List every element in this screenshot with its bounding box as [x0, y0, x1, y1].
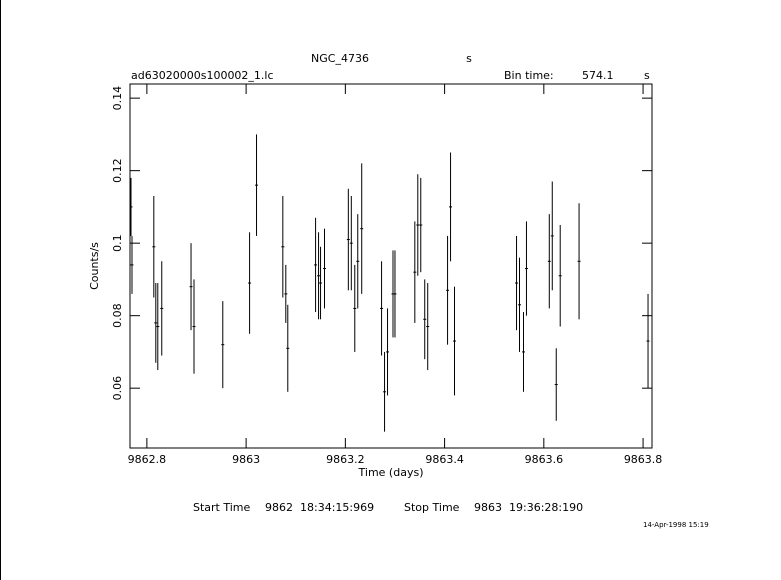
x-axis-label: Time (days) [358, 466, 424, 479]
y-tick-label: 0.1 [111, 234, 124, 252]
y-tick-label: 0.06 [111, 376, 124, 401]
y-tick-label: 0.12 [111, 158, 124, 183]
start-time: 9862 18:34:15:969 [265, 501, 374, 514]
x-tick-label: 9863.2 [326, 453, 365, 466]
x-tick-label: 9863.4 [425, 453, 464, 466]
bin-time: 574.1 [582, 69, 614, 82]
x-tick-label: 9863.6 [525, 453, 564, 466]
stop-label: Stop Time [404, 501, 460, 514]
x-tick-label: 9863.8 [624, 453, 663, 466]
y-axis-label: Counts/s [88, 242, 101, 290]
bin-time-unit: s [644, 69, 650, 82]
start-label: Start Time [193, 501, 251, 514]
y-tick-label: 0.14 [111, 86, 124, 111]
x-tick-label: 9863 [232, 453, 260, 466]
y-tick-label: 0.08 [111, 303, 124, 328]
title-unit: s [466, 52, 472, 65]
timestamp: 14-Apr-1998 15:19 [643, 521, 709, 529]
bin-time-label: Bin time: [504, 69, 554, 82]
x-tick-label: 9862.8 [128, 453, 167, 466]
file-name: ad63020000s100002_1.lc [131, 69, 274, 82]
plot-frame [129, 83, 653, 449]
stop-time: 9863 19:36:28:190 [474, 501, 583, 514]
chart-title: NGC_4736 [311, 52, 369, 65]
